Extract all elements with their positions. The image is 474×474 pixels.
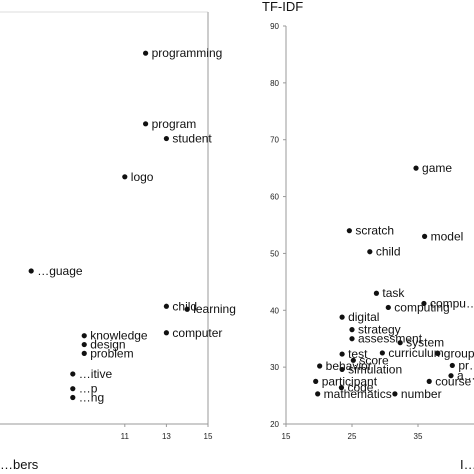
data-point	[422, 233, 428, 239]
point-label: …itive	[79, 367, 113, 381]
point-label: system	[406, 336, 444, 350]
data-point	[339, 351, 345, 357]
right-x-tick-label: 25	[348, 432, 357, 441]
point-label: assessment	[358, 332, 423, 346]
point-label: behavior	[326, 359, 372, 373]
point-label: digital	[348, 310, 379, 324]
data-point	[163, 330, 169, 336]
point-label: …p	[79, 382, 98, 396]
data-point	[163, 135, 169, 142]
data-point	[163, 303, 169, 309]
right-y-tick-label: 60	[270, 193, 279, 202]
data-point	[339, 314, 345, 320]
point-label: logo	[131, 170, 154, 184]
data-point	[338, 385, 345, 391]
point-label: program	[152, 117, 197, 131]
data-point	[317, 363, 323, 369]
data-point	[397, 340, 403, 346]
right-chart-title: TF-IDF	[262, 0, 303, 14]
data-point	[143, 50, 149, 56]
data-point	[392, 391, 398, 397]
data-point	[385, 304, 391, 311]
data-point	[350, 357, 356, 363]
point-label: …ng	[79, 391, 104, 405]
point-label: student	[172, 132, 212, 146]
right-y-tick-label: 80	[270, 79, 279, 88]
point-label: score	[359, 353, 389, 367]
data-point	[339, 366, 345, 373]
point-label: group	[444, 346, 474, 360]
data-point	[421, 300, 427, 307]
data-point	[81, 350, 87, 356]
data-point	[143, 121, 149, 127]
point-label: programming	[152, 46, 223, 60]
right-x-axis-title: I…	[460, 457, 474, 472]
left-x-axis-title: …bers	[0, 457, 39, 472]
point-label: participant	[322, 374, 378, 388]
point-label: child	[376, 245, 401, 259]
left-x-tick-label: 15	[204, 432, 213, 441]
point-label: curriculum	[388, 346, 443, 360]
point-label: mathematics	[324, 387, 392, 401]
point-label: pr…	[458, 358, 474, 372]
point-label: design	[90, 338, 125, 352]
point-label: game	[422, 161, 452, 175]
point-label: task	[382, 286, 405, 300]
point-label: computing	[394, 300, 449, 314]
data-point	[435, 350, 441, 357]
point-label: test	[348, 347, 368, 361]
right-y-tick-label: 50	[270, 249, 279, 258]
point-label: computer	[172, 326, 222, 340]
point-label: code	[347, 381, 373, 395]
point-label: model	[431, 229, 464, 243]
left-x-tick-label: 13	[162, 432, 171, 441]
data-point	[70, 386, 76, 392]
right-chart: TF-IDF 15 25 35 20 30 40 50 60 70 80 90 game scratc…	[262, 0, 474, 472]
point-label: compu…	[430, 296, 474, 310]
point-label: problem	[90, 346, 133, 360]
data-point	[373, 290, 380, 296]
data-point	[184, 306, 190, 312]
point-label: …guage	[37, 264, 83, 278]
right-x-tick-label: 35	[414, 432, 423, 441]
data-point	[315, 391, 321, 397]
point-label: course	[435, 374, 471, 388]
left-x-tick-label: 11	[121, 432, 130, 441]
data-point	[349, 336, 355, 342]
point-label: scratch	[355, 224, 394, 238]
right-y-tick-label: 20	[270, 420, 279, 429]
right-x-tick-label: 15	[282, 432, 291, 441]
data-point	[70, 371, 76, 377]
right-y-tick-label: 90	[270, 22, 279, 31]
data-point	[122, 174, 128, 180]
data-point	[81, 333, 87, 339]
data-point	[367, 249, 373, 255]
right-y-tick-label: 70	[270, 136, 279, 145]
data-point	[28, 268, 34, 274]
data-point	[346, 228, 352, 234]
data-point	[449, 362, 455, 369]
right-y-tick-label: 30	[270, 363, 279, 372]
data-point	[70, 394, 76, 401]
point-label: number	[401, 387, 442, 401]
data-point	[81, 341, 87, 348]
data-point	[448, 373, 454, 379]
point-label: child	[172, 299, 197, 313]
point-label: strategy	[358, 323, 401, 337]
point-label: a…	[457, 369, 474, 383]
point-label: knowledge	[90, 329, 148, 343]
data-point	[426, 378, 432, 384]
data-point	[313, 378, 319, 384]
data-point	[379, 350, 385, 356]
data-point	[413, 165, 419, 171]
point-label: simulation	[348, 362, 402, 376]
point-label: learning	[193, 302, 236, 316]
right-y-tick-label: 40	[270, 306, 279, 315]
data-point	[349, 327, 355, 333]
